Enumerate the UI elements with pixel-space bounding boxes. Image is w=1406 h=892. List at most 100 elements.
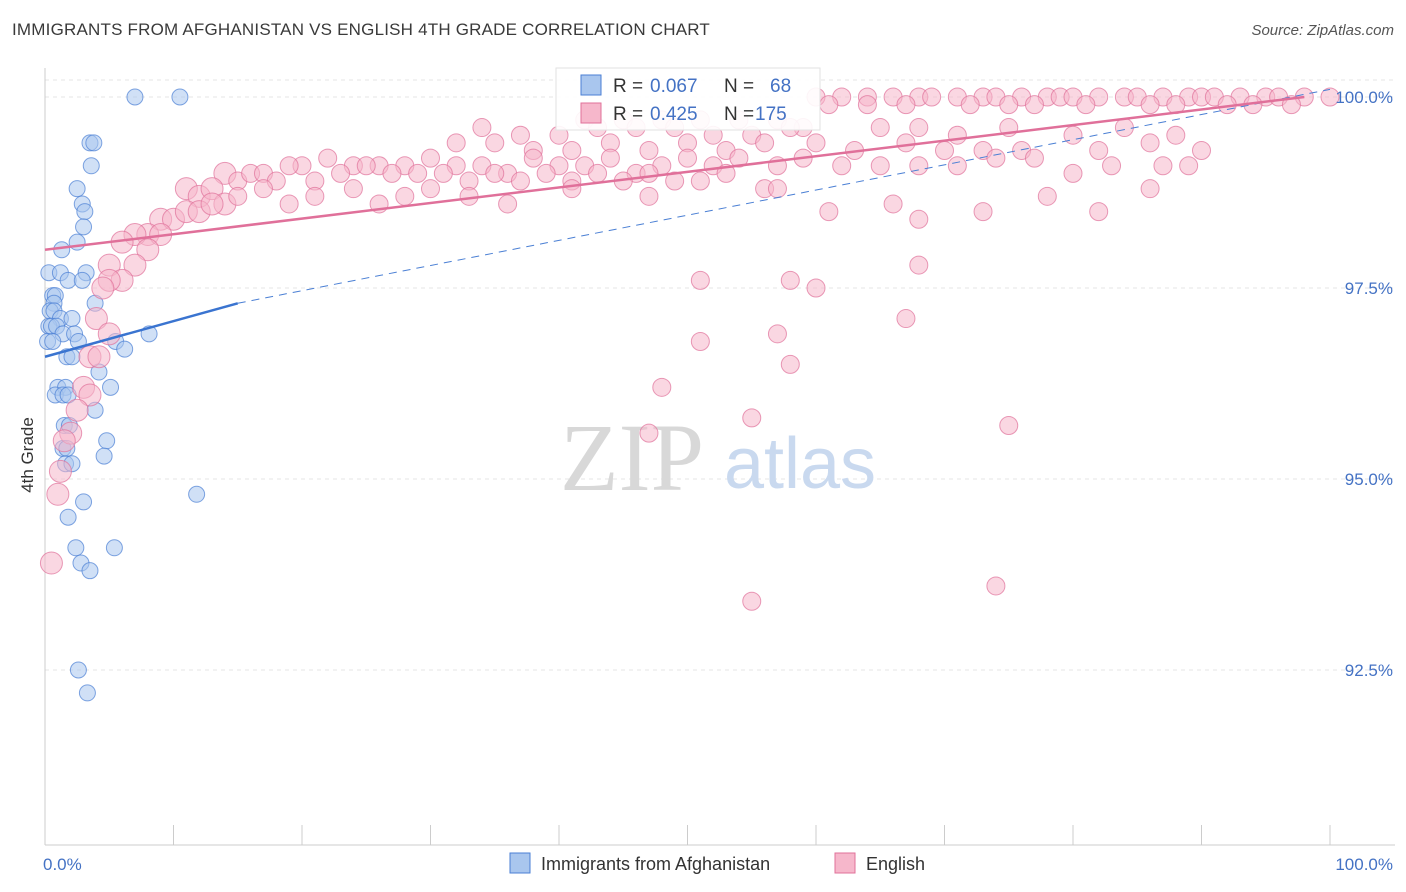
tick-labels: 92.5% 95.0% 97.5% 100.0% 0.0% 100.0% bbox=[43, 88, 1393, 874]
english-point-129 bbox=[690, 171, 710, 191]
legend-label-afghanistan[interactable]: Immigrants from Afghanistan bbox=[541, 854, 770, 874]
english-point-69 bbox=[806, 133, 826, 153]
english-point-75 bbox=[1089, 140, 1109, 160]
english-point-58 bbox=[1114, 118, 1134, 138]
english-point-184 bbox=[780, 270, 800, 290]
english-point-79 bbox=[318, 148, 338, 168]
english-point-30 bbox=[1024, 95, 1044, 115]
english-point-118 bbox=[408, 163, 428, 183]
afghanistan-point-57 bbox=[67, 539, 85, 557]
english-point-101 bbox=[947, 156, 967, 176]
english-point-182 bbox=[39, 551, 63, 575]
trend-afghanistan bbox=[44, 302, 239, 358]
afghanistan-point-38 bbox=[102, 378, 120, 396]
english-point-27 bbox=[896, 95, 916, 115]
y-tick-label-1: 95.0% bbox=[1345, 470, 1393, 489]
stats-swatch-english bbox=[580, 102, 602, 124]
afghanistan-point-15 bbox=[73, 271, 91, 289]
english-point-63 bbox=[562, 140, 582, 160]
english-point-196 bbox=[986, 576, 1006, 596]
english-point-65 bbox=[639, 140, 659, 160]
english-point-164 bbox=[136, 238, 160, 262]
english-point-190 bbox=[780, 354, 800, 374]
english-point-57 bbox=[1063, 125, 1083, 145]
stats-r-label-english: R = bbox=[613, 104, 643, 125]
afghanistan-point-4 bbox=[82, 157, 100, 175]
english-point-105 bbox=[1102, 156, 1122, 176]
english-point-138 bbox=[279, 194, 299, 214]
afghanistan-point-23 bbox=[63, 310, 81, 328]
english-point-187 bbox=[896, 309, 916, 329]
english-point-127 bbox=[639, 163, 659, 183]
english-point-5 bbox=[922, 87, 942, 107]
afghanistan-point-3 bbox=[85, 134, 103, 152]
english-point-100 bbox=[909, 156, 929, 176]
english-point-152 bbox=[973, 202, 993, 222]
trend-lines bbox=[44, 88, 1331, 358]
english-point-148 bbox=[767, 179, 787, 199]
english-point-170 bbox=[91, 276, 115, 300]
stats-n-afghanistan: 68 bbox=[770, 76, 791, 97]
english-point-137 bbox=[253, 179, 273, 199]
english-point-117 bbox=[382, 163, 402, 183]
english-point-179 bbox=[52, 429, 76, 453]
stats-r-afghanistan: 0.067 bbox=[650, 76, 698, 97]
english-point-145 bbox=[498, 194, 518, 214]
legend-label-english[interactable]: English bbox=[866, 854, 925, 874]
english-point-143 bbox=[421, 179, 440, 199]
english-point-107 bbox=[1179, 156, 1199, 176]
english-point-155 bbox=[1140, 179, 1160, 199]
watermark: ZIP atlas bbox=[560, 404, 876, 511]
stats-r-english: 0.425 bbox=[650, 104, 698, 125]
english-point-166 bbox=[123, 253, 147, 277]
trend-afghanistan-extension bbox=[237, 88, 1331, 304]
y-tick-label-0: 92.5% bbox=[1345, 661, 1393, 680]
english-point-44 bbox=[472, 118, 492, 138]
english-point-174 bbox=[87, 345, 111, 369]
english-point-76 bbox=[1140, 133, 1160, 153]
afghanistan-point-7 bbox=[76, 203, 94, 221]
english-point-188 bbox=[690, 331, 710, 351]
afghanistan-point-54 bbox=[75, 493, 93, 511]
english-point-31 bbox=[1076, 95, 1096, 115]
afghanistan-point-61 bbox=[78, 684, 96, 702]
english-point-194 bbox=[999, 416, 1019, 436]
english-point-24 bbox=[1320, 87, 1340, 107]
english-point-140 bbox=[343, 179, 363, 199]
english-point-121 bbox=[485, 163, 505, 183]
english-point-186 bbox=[909, 255, 929, 275]
x-tick-label-0: 0.0% bbox=[43, 855, 82, 874]
english-point-59 bbox=[1166, 125, 1186, 145]
axes bbox=[44, 68, 1395, 846]
stats-swatch-afghanistan bbox=[580, 74, 602, 96]
afghanistan-point-47 bbox=[98, 432, 116, 450]
english-point-193 bbox=[742, 408, 762, 428]
english-point-106 bbox=[1153, 156, 1173, 176]
watermark-atlas: atlas bbox=[724, 424, 876, 504]
english-point-136 bbox=[228, 186, 248, 206]
english-point-55 bbox=[947, 125, 967, 145]
english-point-25 bbox=[819, 95, 839, 115]
english-point-98 bbox=[832, 156, 852, 176]
afghanistan-point-31 bbox=[44, 332, 62, 350]
english-point-72 bbox=[935, 140, 954, 160]
english-point-104 bbox=[1063, 163, 1083, 183]
legend-swatch-afghanistan[interactable] bbox=[509, 852, 531, 874]
stats-n-label-afghanistan: N = bbox=[724, 76, 754, 97]
chart-title: IMMIGRANTS FROM AFGHANISTAN VS ENGLISH 4… bbox=[12, 20, 710, 39]
afghanistan-point-55 bbox=[59, 508, 77, 526]
afghanistan-point-10 bbox=[53, 241, 71, 259]
legend-swatch-english[interactable] bbox=[834, 852, 856, 874]
english-point-181 bbox=[46, 482, 70, 506]
english-point-122 bbox=[510, 171, 530, 191]
watermark-zip: ZIP bbox=[560, 404, 704, 511]
english-point-83 bbox=[421, 148, 440, 168]
english-point-116 bbox=[356, 156, 376, 176]
english-point-102 bbox=[986, 148, 1006, 168]
english-point-26 bbox=[857, 95, 877, 115]
stats-r-label-afghanistan: R = bbox=[613, 76, 643, 97]
english-point-192 bbox=[639, 423, 659, 443]
english-point-113 bbox=[279, 156, 299, 176]
english-point-180 bbox=[48, 459, 72, 483]
